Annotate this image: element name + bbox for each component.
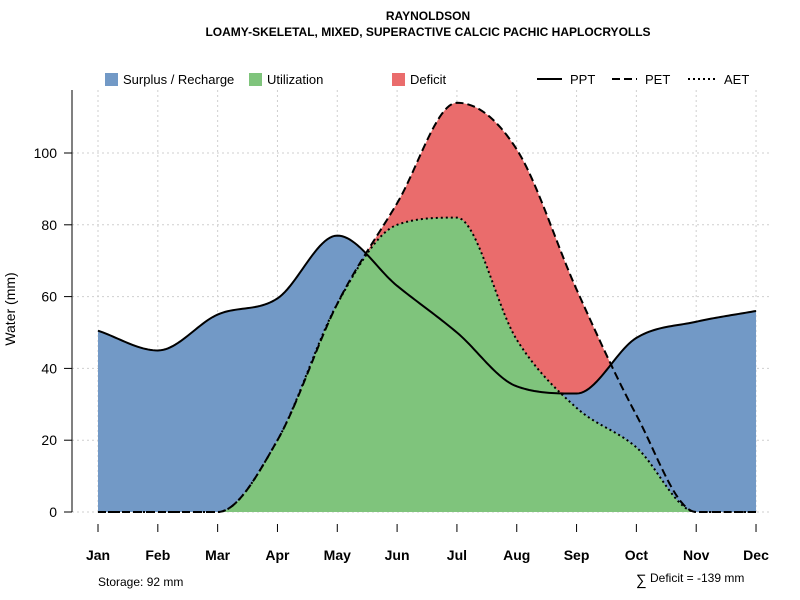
y-tick-label-1: 20 bbox=[41, 432, 57, 448]
legend-label-ppt: PPT bbox=[570, 72, 595, 87]
x-tick-label-4: May bbox=[324, 547, 351, 563]
y-axis-title: Water (mm) bbox=[2, 272, 18, 345]
legend-label-surplus: Surplus / Recharge bbox=[123, 72, 234, 87]
y-tick-label-0: 0 bbox=[49, 504, 57, 520]
x-tick-label-8: Sep bbox=[564, 547, 590, 563]
x-tick-label-6: Jul bbox=[447, 547, 467, 563]
sum-symbol-icon: ∑ bbox=[636, 572, 647, 589]
y-tick-label-2: 40 bbox=[41, 360, 57, 376]
x-tick-label-10: Nov bbox=[683, 547, 710, 563]
line-aet bbox=[98, 216, 757, 513]
line-ppt bbox=[97, 234, 757, 395]
y-tick-label-5: 100 bbox=[34, 145, 58, 161]
legend-label-deficit: Deficit bbox=[410, 72, 447, 87]
storage-annotation: Storage: 92 mm bbox=[98, 575, 183, 589]
area-utilization bbox=[98, 217, 757, 512]
x-tick-label-1: Feb bbox=[145, 547, 170, 563]
legend-swatch-deficit bbox=[392, 73, 405, 86]
chart-subtitle: LOAMY-SKELETAL, MIXED, SUPERACTIVE CALCI… bbox=[205, 25, 650, 39]
x-tick-label-2: Mar bbox=[205, 547, 230, 563]
y-tick-label-4: 80 bbox=[41, 217, 57, 233]
x-tick-label-0: Jan bbox=[86, 547, 110, 563]
x-tick-label-5: Jun bbox=[385, 547, 410, 563]
chart-title: RAYNOLDSON bbox=[386, 9, 470, 23]
legend: Surplus / Recharge Utilization Deficit P… bbox=[105, 72, 749, 87]
areas bbox=[98, 102, 757, 513]
legend-label-pet: PET bbox=[645, 72, 670, 87]
y-tick-label-3: 60 bbox=[41, 289, 57, 305]
x-tick-label-3: Apr bbox=[265, 547, 290, 563]
series-lines bbox=[97, 101, 757, 513]
legend-label-utilization: Utilization bbox=[267, 72, 323, 87]
x-tick-label-7: Aug bbox=[503, 547, 530, 563]
x-tick-label-11: Dec bbox=[743, 547, 769, 563]
line-pet bbox=[98, 101, 757, 513]
legend-swatch-utilization bbox=[249, 73, 262, 86]
x-tick-label-9: Oct bbox=[625, 547, 649, 563]
y-axis: 0 20 40 60 80 100 bbox=[34, 145, 72, 520]
x-axis: Jan Feb Mar Apr May Jun Jul Aug Sep Oct Nov Dec bbox=[86, 524, 769, 563]
legend-swatch-surplus bbox=[105, 73, 118, 86]
deficit-annotation: Deficit = -139 mm bbox=[650, 571, 744, 585]
legend-label-aet: AET bbox=[724, 72, 749, 87]
